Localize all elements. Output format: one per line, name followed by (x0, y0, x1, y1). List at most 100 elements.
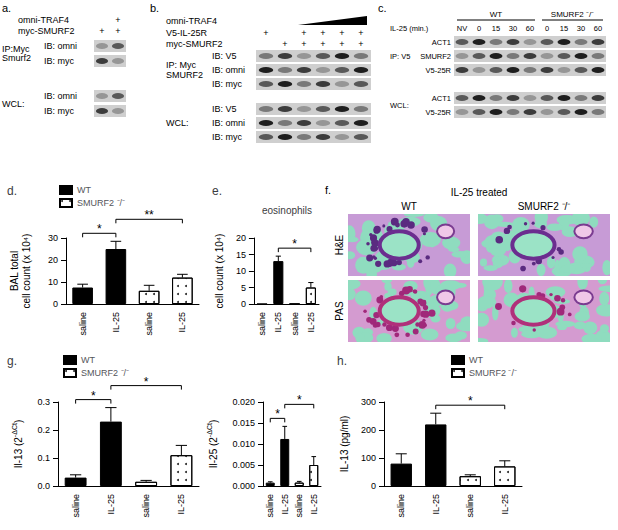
svg-text:60: 60 (594, 24, 602, 33)
svg-text:0.3: 0.3 (37, 397, 50, 407)
svg-text:IL-25: IL-25 (431, 494, 441, 515)
svg-text:saline: saline (396, 494, 406, 518)
svg-text:omni-TRAF4: omni-TRAF4 (166, 16, 217, 26)
svg-text:V5-25R: V5-25R (426, 66, 452, 75)
svg-text:myc-SMURF2: myc-SMURF2 (166, 39, 223, 49)
svg-text:5: 5 (241, 283, 246, 293)
svg-text:100: 100 (361, 453, 376, 463)
svg-text:IB: V5: IB: V5 (212, 51, 237, 61)
svg-text:*: * (297, 393, 302, 407)
svg-text:0.005: 0.005 (232, 460, 255, 470)
svg-text:IL-25: IL-25 (111, 312, 121, 333)
svg-text:saline: saline (294, 494, 304, 518)
svg-text:SMURF2 ⁻/⁻: SMURF2 ⁻/⁻ (469, 368, 517, 378)
svg-text:saline: saline (465, 494, 475, 518)
svg-text:a.: a. (2, 2, 11, 14)
svg-text:WCL:: WCL: (2, 99, 25, 109)
svg-text:20: 20 (48, 255, 58, 265)
svg-text:IL-25: IL-25 (280, 494, 290, 515)
svg-text:IP: V5: IP: V5 (390, 52, 410, 61)
svg-text:IL-25: IL-25 (500, 494, 510, 515)
svg-text:0.000: 0.000 (232, 481, 255, 491)
svg-text:WT: WT (401, 201, 417, 212)
svg-text:Il-25 (2: Il-25 (2 (208, 437, 219, 469)
svg-text:0: 0 (241, 299, 246, 309)
svg-text:0: 0 (545, 24, 549, 33)
svg-text:IL-25 treated: IL-25 treated (451, 187, 508, 198)
svg-text:+: + (358, 39, 363, 49)
svg-text:PAS: PAS (334, 301, 345, 321)
svg-text:eosinophils: eosinophils (262, 205, 312, 216)
svg-text:*: * (91, 389, 96, 403)
svg-text:0.010: 0.010 (232, 439, 255, 449)
svg-text:IL-25: IL-25 (177, 312, 187, 333)
svg-text:NV: NV (457, 24, 467, 33)
svg-text:IL-25: IL-25 (176, 494, 186, 515)
svg-text:WT: WT (77, 185, 91, 195)
svg-text:*: * (468, 394, 473, 408)
svg-text:c.: c. (378, 2, 387, 14)
svg-text:IL-25: IL-25 (273, 312, 283, 333)
svg-text:b.: b. (150, 2, 159, 14)
svg-text:ACT1: ACT1 (432, 94, 451, 103)
svg-text:IB: omni: IB: omni (212, 118, 245, 128)
svg-text:saline: saline (78, 312, 88, 336)
svg-text:+: + (339, 28, 344, 38)
svg-text:h.: h. (337, 354, 347, 368)
svg-text:saline: saline (265, 494, 275, 518)
svg-text:e.: e. (212, 184, 222, 198)
svg-text:0.0: 0.0 (37, 481, 50, 491)
svg-text:+: + (320, 28, 325, 38)
svg-text:IB: myc: IB: myc (212, 79, 243, 89)
svg-text:+: + (99, 26, 104, 36)
svg-text:30: 30 (509, 24, 517, 33)
svg-text:*: * (144, 375, 149, 389)
svg-text:+: + (339, 39, 344, 49)
svg-text:SMURF2: SMURF2 (420, 52, 451, 61)
svg-text:SMURF2 ⁻/⁻: SMURF2 ⁻/⁻ (551, 10, 594, 19)
svg-text:WT: WT (490, 10, 503, 19)
svg-text:omni-TRAF4: omni-TRAF4 (18, 15, 69, 25)
svg-text:15: 15 (560, 24, 568, 33)
svg-text:0.1: 0.1 (37, 453, 50, 463)
svg-text:saline: saline (144, 312, 154, 336)
svg-text:IB: myc: IB: myc (212, 132, 243, 142)
svg-text:-ΔCt: -ΔCt (206, 423, 213, 437)
svg-text:saline: saline (71, 494, 81, 518)
svg-text:f.: f. (325, 184, 331, 196)
svg-text:IL-25 (min.): IL-25 (min.) (390, 24, 429, 33)
svg-text:IB: myc: IB: myc (44, 56, 75, 66)
svg-text:IB: omni: IB: omni (212, 65, 245, 75)
svg-text:60: 60 (526, 24, 534, 33)
svg-text:myc-SMURF2: myc-SMURF2 (18, 26, 75, 36)
svg-text:ACT1: ACT1 (432, 38, 451, 47)
svg-text:IL-25: IL-25 (306, 312, 316, 333)
svg-text:+: + (282, 39, 287, 49)
svg-text:0.015: 0.015 (232, 418, 255, 428)
svg-text:+: + (115, 26, 120, 36)
svg-text:saline: saline (141, 494, 151, 518)
svg-text:WCL:: WCL: (390, 101, 409, 110)
svg-text:+: + (358, 28, 363, 38)
svg-text:IP:MycSmurf2: IP:MycSmurf2 (2, 44, 31, 64)
svg-text:WT: WT (81, 355, 95, 365)
svg-text:): ) (208, 420, 219, 423)
svg-text:IB: myc: IB: myc (44, 106, 75, 116)
svg-text:SMURF2 ⁻/⁻: SMURF2 ⁻/⁻ (518, 201, 572, 212)
svg-text:200: 200 (361, 425, 376, 435)
svg-text:IL-25: IL-25 (106, 494, 116, 515)
svg-text:IP: MycSMURF2: IP: MycSMURF2 (166, 60, 203, 80)
svg-text:15: 15 (236, 250, 246, 260)
svg-text:+: + (320, 39, 325, 49)
svg-text:+: + (301, 28, 306, 38)
svg-text:IB: V5: IB: V5 (212, 104, 237, 114)
svg-text:Il-13 (2: Il-13 (2 (13, 437, 24, 469)
svg-text:saline: saline (257, 312, 267, 336)
svg-text:IB: omni: IB: omni (44, 91, 77, 101)
svg-text:0.2: 0.2 (37, 425, 50, 435)
svg-text:0: 0 (53, 299, 58, 309)
svg-text:-ΔCt: -ΔCt (11, 423, 18, 437)
svg-text:15: 15 (492, 24, 500, 33)
svg-text:0: 0 (371, 481, 376, 491)
svg-text:IB: omni: IB: omni (44, 41, 77, 51)
